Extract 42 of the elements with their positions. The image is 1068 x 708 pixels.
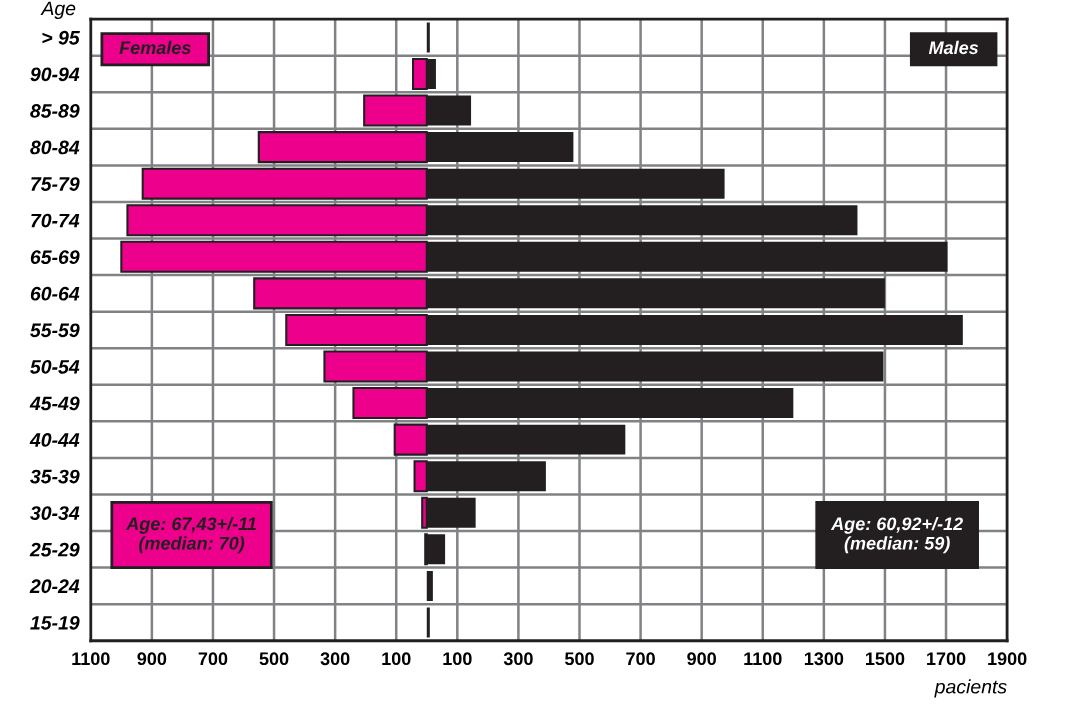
x-tick-label: 1700 (927, 652, 966, 666)
y-tick-label: 15-19 (30, 615, 80, 630)
text: Males (928, 40, 979, 55)
y-tick-label: 50-54 (30, 359, 80, 374)
x-tick-label: 300 (320, 652, 350, 666)
y-tick-label: 90-94 (30, 67, 80, 82)
y-tick-label: 30-34 (30, 506, 80, 520)
x-tick-label: 100 (382, 652, 411, 666)
bar (426, 534, 446, 565)
annotation: Age: 60,92+/-12 (median: 59) (830, 516, 963, 554)
bar (426, 570, 433, 601)
x-tick-label: 500 (564, 652, 594, 666)
annotation: Age: 67,43+/-11 (median: 70) (125, 516, 256, 554)
y-tick-label: 25-29 (29, 542, 80, 557)
y-tick-label: 80-84 (30, 140, 80, 155)
y-tick-label: 85-89 (30, 104, 80, 118)
x-tick-label: 900 (687, 652, 716, 666)
y-tick-label: 45-49 (29, 396, 80, 411)
bar (426, 607, 430, 638)
x-tick-label: 700 (626, 652, 655, 666)
y-tick-label: 65-69 (30, 250, 80, 265)
y-tick-label: > 95 (42, 30, 80, 45)
y-tick-label: 75-79 (31, 177, 80, 191)
x-tick-label: 700 (198, 652, 228, 666)
x-tick-label: 100 (443, 652, 472, 666)
y-tick-label: 70-74 (31, 213, 80, 228)
y-tick-label: 35-39 (30, 469, 80, 484)
y-tick-label: 60-64 (30, 286, 80, 301)
x-axis-title: pacients (934, 679, 1007, 698)
x-tick-label: 1100 (72, 652, 110, 666)
x-tick-label: 1100 (744, 652, 782, 666)
x-tick-label: 900 (137, 652, 167, 666)
x-tick-label: 1900 (988, 652, 1027, 666)
x-tick-label: 1300 (804, 652, 844, 666)
x-tick-label: 1500 (866, 652, 905, 666)
y-tick-label: 40-44 (29, 433, 80, 447)
x-tick-label: 500 (259, 652, 289, 666)
y-tick-label: 55-59 (30, 323, 80, 338)
x-tick-label: 300 (503, 652, 533, 666)
text: Females (119, 40, 191, 55)
y-axis-title: Age (40, 1, 76, 20)
y-tick-label: 20-24 (29, 579, 80, 594)
